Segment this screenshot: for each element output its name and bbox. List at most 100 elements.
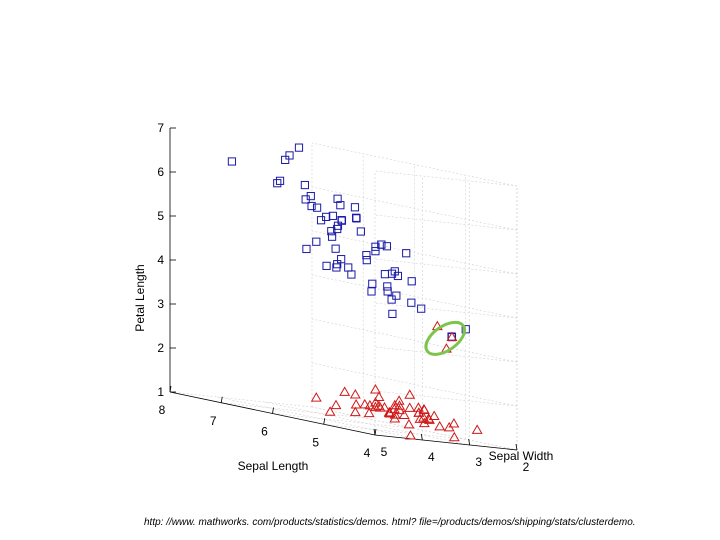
y-tick-label: 5 bbox=[312, 435, 319, 449]
data-point-square bbox=[281, 155, 290, 165]
data-point-triangle bbox=[404, 389, 416, 399]
annotation-layer bbox=[424, 320, 467, 356]
data-point-square bbox=[392, 291, 401, 300]
y-tick-label: 8 bbox=[159, 403, 166, 417]
data-point-triangle bbox=[383, 406, 395, 417]
grid-line bbox=[311, 318, 518, 363]
data-point-square bbox=[312, 203, 322, 212]
data-point-triangle bbox=[324, 406, 336, 416]
data-point-triangle bbox=[393, 395, 405, 405]
data-point-triangle bbox=[339, 386, 351, 396]
data-point-square bbox=[371, 247, 380, 256]
data-point-triangle bbox=[310, 392, 322, 402]
data-point-square bbox=[417, 304, 426, 313]
data-point-square bbox=[337, 216, 347, 225]
y-axis-label: Sepal Length bbox=[238, 459, 309, 473]
x-tick-label: 4 bbox=[428, 450, 435, 464]
data-point-square bbox=[352, 214, 361, 223]
data-point-square bbox=[380, 270, 390, 279]
grid-line bbox=[221, 402, 364, 419]
data-point-triangle bbox=[364, 399, 376, 410]
data-point-square bbox=[322, 261, 331, 270]
data-point-triangle bbox=[414, 413, 426, 423]
z-axis-label: Petal Length bbox=[133, 264, 147, 331]
data-point-square bbox=[350, 203, 360, 212]
grid-line bbox=[374, 258, 518, 275]
grid-line bbox=[217, 396, 423, 441]
y-tick-mark bbox=[220, 396, 223, 403]
data-point-square bbox=[337, 255, 346, 264]
y-tick-mark bbox=[323, 418, 326, 425]
data-point-square bbox=[382, 242, 391, 251]
data-point-triangle bbox=[389, 409, 401, 419]
x-tick-mark bbox=[373, 428, 376, 436]
data-point-square bbox=[388, 309, 397, 318]
grid-line bbox=[374, 214, 518, 231]
data-point-square bbox=[294, 143, 304, 152]
data-point-triangle bbox=[389, 412, 401, 423]
grid-line bbox=[311, 142, 518, 187]
data-point-triangle bbox=[359, 398, 371, 409]
x-axis-label: Sepal Width bbox=[489, 449, 554, 463]
data-point-square bbox=[402, 249, 411, 258]
data-point-square bbox=[367, 287, 376, 296]
data-point-triangle bbox=[446, 331, 458, 342]
x-tick-mark bbox=[468, 438, 471, 446]
data-point-square bbox=[356, 227, 365, 236]
data-point-square bbox=[307, 201, 316, 211]
data-point-triangle bbox=[403, 418, 415, 429]
data-point-square bbox=[312, 237, 321, 246]
highlight-ellipse bbox=[424, 320, 467, 356]
x-tick-mark bbox=[420, 433, 423, 441]
data-point-square bbox=[377, 240, 386, 249]
data-point-square bbox=[336, 201, 345, 210]
source-url: http: //www. mathworks. com/products/sta… bbox=[144, 517, 636, 528]
data-point-triangle bbox=[413, 407, 425, 417]
grid-line bbox=[311, 274, 518, 319]
y-tick-label: 6 bbox=[261, 425, 268, 439]
data-point-square bbox=[331, 244, 340, 253]
data-point-square bbox=[227, 157, 237, 166]
axis-layer bbox=[169, 128, 518, 451]
data-point-square bbox=[322, 212, 331, 222]
z-tick-label: 5 bbox=[157, 209, 164, 223]
grid-line bbox=[264, 401, 470, 446]
x-tick-label: 3 bbox=[475, 455, 482, 469]
x-tick-mark bbox=[515, 443, 518, 451]
data-point-square bbox=[407, 298, 416, 307]
data-point-triangle bbox=[404, 402, 416, 412]
z-tick-label: 6 bbox=[157, 165, 164, 179]
data-point-square bbox=[306, 191, 315, 201]
grid-line bbox=[311, 186, 518, 231]
grid-line bbox=[374, 170, 518, 187]
data-point-triangle bbox=[349, 406, 361, 417]
data-point-triangle bbox=[448, 431, 460, 442]
data-point-triangle bbox=[330, 399, 342, 410]
data-point-square bbox=[362, 256, 371, 265]
grid-line bbox=[169, 391, 313, 408]
z-tick-label: 2 bbox=[157, 341, 164, 355]
data-point-triangle bbox=[405, 429, 416, 440]
data-point-square bbox=[383, 287, 392, 296]
data-point-triangle bbox=[448, 417, 460, 428]
data-point-triangle bbox=[389, 399, 401, 410]
x-tick-label: 5 bbox=[381, 445, 388, 459]
data-point-square bbox=[300, 180, 309, 190]
data-point-triangle bbox=[373, 400, 385, 410]
data-point-triangle bbox=[369, 397, 381, 407]
grid-line bbox=[374, 346, 518, 363]
data-point-triangle bbox=[423, 414, 435, 424]
z-tick-label: 1 bbox=[157, 385, 164, 399]
data-point-square bbox=[327, 227, 336, 236]
x-tick-label: 2 bbox=[523, 460, 530, 474]
y-tick-mark bbox=[272, 407, 274, 414]
data-point-square bbox=[407, 277, 416, 286]
y-tick-mark bbox=[169, 385, 172, 393]
data-point-triangle bbox=[471, 424, 483, 434]
data-point-square bbox=[333, 194, 342, 203]
grid-line bbox=[311, 230, 518, 275]
data-point-triangle bbox=[418, 403, 430, 414]
marker-layer bbox=[227, 143, 483, 442]
